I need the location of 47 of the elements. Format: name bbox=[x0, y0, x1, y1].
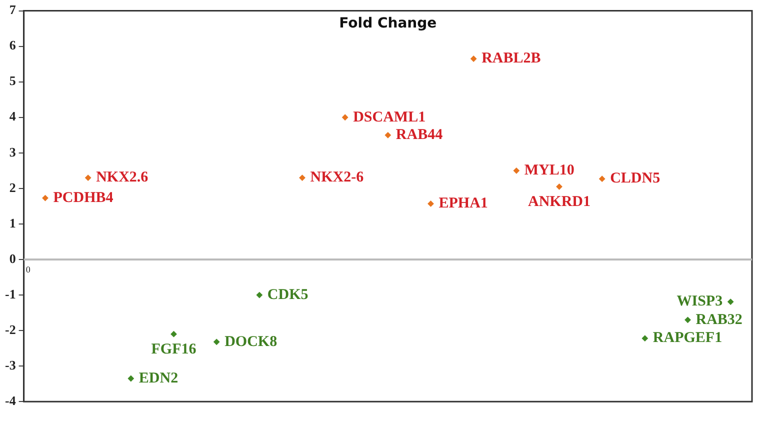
y-tick-label: 0 bbox=[9, 250, 16, 266]
point bbox=[213, 338, 220, 346]
series-label: RAPGEF1 bbox=[652, 330, 722, 346]
series-label: EDN2 bbox=[138, 370, 178, 386]
series-label: NKX2.6 bbox=[96, 170, 149, 186]
y-tick-label: 3 bbox=[9, 144, 16, 160]
point bbox=[384, 132, 392, 138]
series-label: RABL2B bbox=[482, 50, 541, 67]
series-label: DOCK8 bbox=[224, 334, 278, 350]
y-tick-label: 2 bbox=[9, 180, 16, 195]
point bbox=[470, 56, 477, 62]
point bbox=[299, 174, 306, 181]
y-tick-label: 5 bbox=[9, 73, 16, 88]
series-label: FGF16 bbox=[151, 341, 197, 358]
point bbox=[342, 114, 348, 121]
series-label: NKX2-6 bbox=[310, 170, 364, 186]
y-tick-label: -2 bbox=[4, 322, 16, 337]
point bbox=[170, 330, 177, 338]
y-tick-label: -3 bbox=[4, 357, 16, 372]
y-tick-label: 7 bbox=[9, 2, 16, 18]
chart-title: Fold Change bbox=[339, 15, 437, 32]
series-label: MYL10 bbox=[524, 162, 574, 179]
series-label: EPHA1 bbox=[438, 196, 488, 212]
point bbox=[428, 200, 434, 207]
series-label: CLDN5 bbox=[610, 170, 660, 187]
series-label: RAB44 bbox=[396, 127, 444, 144]
point bbox=[598, 176, 606, 182]
point bbox=[642, 335, 648, 342]
series-label: RAB32 bbox=[696, 312, 742, 328]
series-label: DSCAML1 bbox=[353, 109, 426, 126]
point bbox=[556, 183, 562, 190]
point bbox=[256, 292, 263, 298]
y-tick-label: -4 bbox=[4, 392, 16, 408]
y-tick-label: 6 bbox=[9, 38, 16, 53]
series-label: CDK5 bbox=[267, 286, 308, 303]
y-tick-label: 4 bbox=[9, 108, 16, 124]
point bbox=[84, 174, 92, 181]
series-label: ANKRD1 bbox=[528, 194, 590, 210]
point bbox=[128, 375, 134, 382]
y-tick-label: 1 bbox=[9, 215, 16, 230]
series-label: WISP3 bbox=[676, 294, 723, 310]
point bbox=[727, 298, 734, 305]
y-tick-label: -1 bbox=[4, 286, 16, 302]
annotation: 0 bbox=[26, 264, 31, 274]
point bbox=[684, 316, 691, 324]
series-label: PCDHB4 bbox=[53, 190, 114, 206]
point bbox=[513, 167, 520, 174]
